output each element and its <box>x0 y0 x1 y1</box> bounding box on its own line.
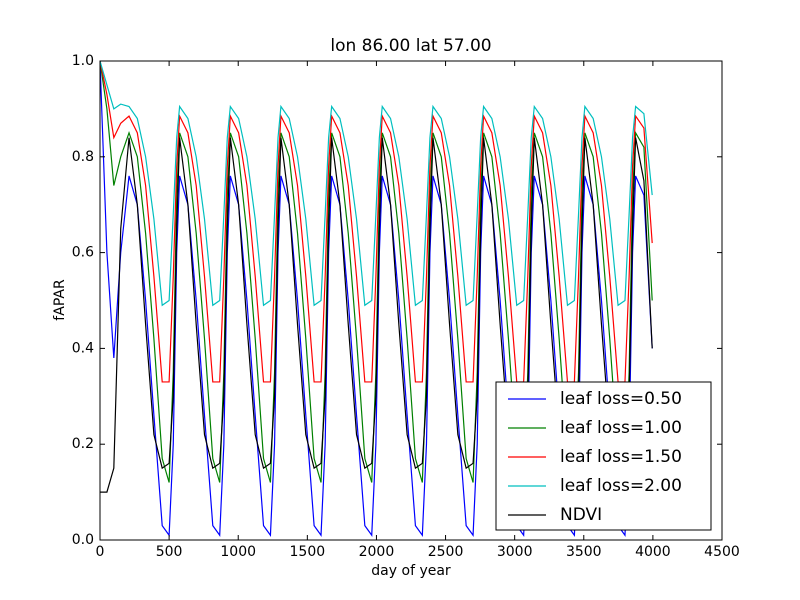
y-tick-label: 0.0 <box>72 532 94 548</box>
plot-frame <box>99 60 723 541</box>
x-axis-label: day of year <box>371 563 451 579</box>
legend: leaf loss=0.50 leaf loss=1.00 leaf loss=1.… <box>495 381 712 531</box>
x-tick-label: 0 <box>96 544 105 560</box>
y-tick-label: 0.6 <box>72 245 94 261</box>
legend-label: NDVI <box>560 505 602 525</box>
legend-box <box>495 381 712 531</box>
y-tick-label: 0.4 <box>72 340 94 356</box>
x-tick-label: 3000 <box>497 544 533 560</box>
data-line <box>100 61 653 383</box>
x-tick-label: 2500 <box>428 544 464 560</box>
y-tick-label: 0.2 <box>72 436 94 452</box>
x-tick-label: 4500 <box>704 544 740 560</box>
x-tick-label: 1000 <box>220 544 256 560</box>
y-tick-label: 1.0 <box>72 53 94 69</box>
legend-label: leaf loss=1.00 <box>560 418 682 438</box>
chart-title: lon 86.00 lat 57.00 <box>330 36 491 56</box>
x-tick-label: 4000 <box>635 544 671 560</box>
x-tick-label: 1500 <box>290 544 326 560</box>
y-tick-label: 0.8 <box>72 149 94 165</box>
x-tick-label: 2000 <box>359 544 395 560</box>
x-tick-label: 500 <box>156 544 183 560</box>
data-line <box>100 61 653 307</box>
legend-label: leaf loss=1.50 <box>560 447 682 467</box>
legend-label: leaf loss=2.00 <box>560 476 682 496</box>
legend-label: leaf loss=0.50 <box>560 389 682 409</box>
y-axis-label: fAPAR <box>52 279 68 321</box>
x-tick-label: 3500 <box>566 544 602 560</box>
